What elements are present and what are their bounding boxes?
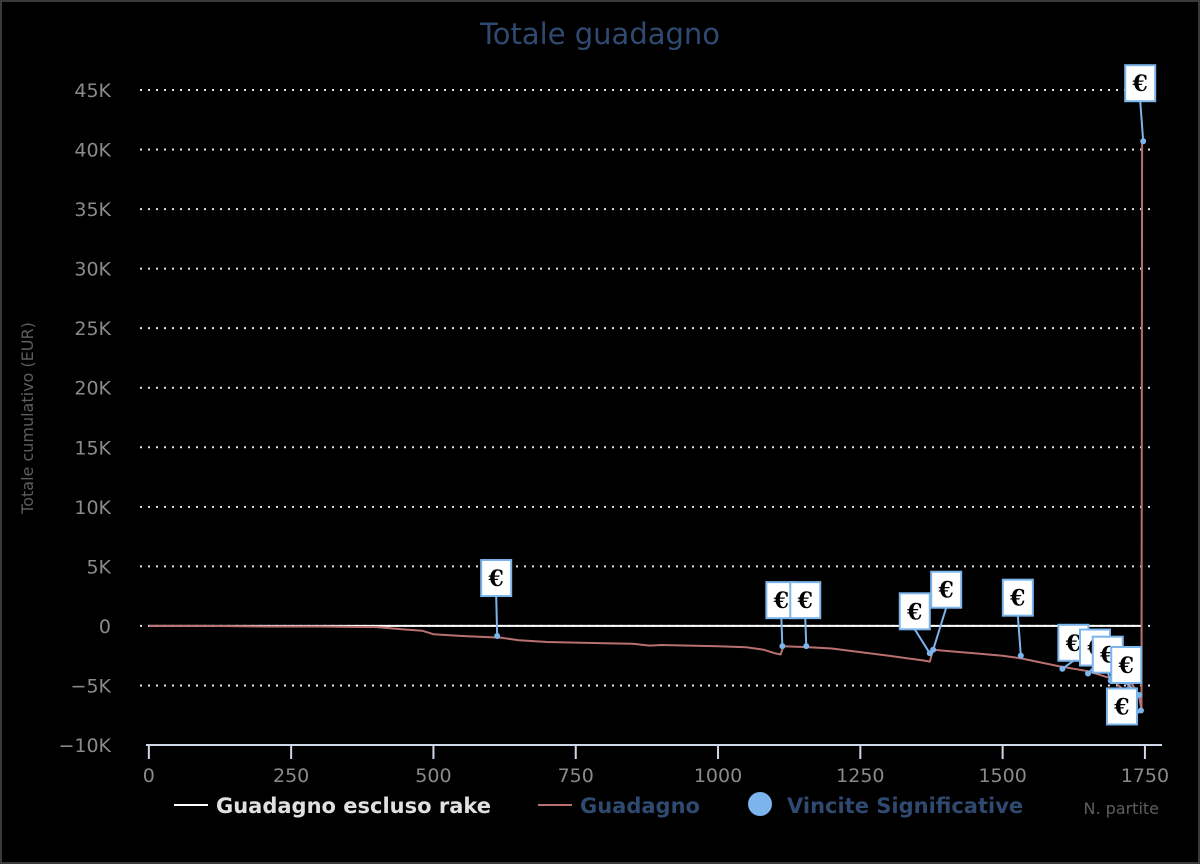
legend-swatch-vincite-significative [748, 792, 772, 816]
x-tick-label: 250 [273, 765, 309, 787]
flag-marker[interactable]: € [789, 581, 822, 650]
legend-label-guadagno: Guadagno [580, 794, 700, 818]
flag-point [1137, 707, 1144, 714]
flag-box [480, 559, 513, 598]
legend-label-guadagno-escluso-rake: Guadagno escluso rake [216, 794, 491, 818]
flag-label: € [488, 566, 504, 592]
flag-point [1085, 670, 1092, 677]
flag-connector [495, 596, 499, 637]
legend-item-guadagno-escluso-rake[interactable]: Guadagno escluso rake [174, 794, 491, 818]
x-tick-label: 500 [415, 765, 451, 787]
flag-marker[interactable]: € [480, 559, 513, 640]
y-tick-label: 10K [74, 497, 111, 519]
chart-title: Totale guadagno [479, 17, 720, 51]
flag-box [1124, 64, 1157, 103]
flag-point [1059, 665, 1066, 672]
flag-label: € [1009, 586, 1025, 612]
y-axis: −10K −5K 0 5K 10K 15K 20K 25K 30K 35K 40K 45K [58, 80, 111, 757]
flag-label: € [1132, 71, 1148, 97]
flag-marker[interactable]: € [930, 570, 963, 653]
legend-item-guadagno[interactable]: Guadagno [538, 794, 700, 818]
flag-label: € [1113, 694, 1129, 720]
flag-marker[interactable]: € [1105, 687, 1144, 726]
x-tick-label: 1500 [978, 765, 1026, 787]
flag-connector [1016, 615, 1022, 656]
y-tick-label: 0 [99, 616, 111, 638]
legend: Guadagno escluso rake Guadagno Vincite S… [174, 792, 1023, 818]
flag-box [1001, 578, 1034, 617]
y-axis-title: Totale cumulativo (EUR) [18, 322, 37, 515]
flag-point [494, 633, 501, 640]
flag-marker[interactable]: € [898, 592, 933, 657]
x-tick-label: 1250 [836, 765, 884, 787]
flags-series: €€€€€€€€€€€€ [480, 64, 1157, 726]
flag-point [1017, 652, 1024, 659]
flag-box [930, 570, 963, 609]
flag-label: € [797, 588, 813, 614]
flag-connector [804, 618, 808, 647]
y-tick-label: −10K [58, 735, 111, 757]
x-tick-label: 750 [558, 765, 594, 787]
x-tick-label: 1000 [694, 765, 742, 787]
flag-box [1105, 687, 1138, 726]
flag-box [1110, 645, 1143, 684]
legend-label-vincite-significative: Vincite Significative [787, 794, 1023, 818]
x-axis: 0 250 500 750 1000 1250 1500 1750 [143, 744, 1169, 787]
flag-label: € [1118, 653, 1134, 679]
y-tick-label: 25K [74, 318, 111, 340]
flag-label: € [1065, 631, 1081, 657]
flag-label: € [938, 578, 954, 604]
y-tick-label: −5K [71, 675, 112, 697]
flag-connector [1139, 101, 1145, 142]
y-tick-label: 5K [86, 556, 111, 578]
flag-box [898, 592, 931, 631]
flag-point [1140, 138, 1147, 145]
flag-label: € [773, 588, 789, 614]
x-tick-label: 0 [143, 765, 155, 787]
flag-box [789, 581, 822, 620]
legend-item-vincite-significative[interactable]: Vincite Significative [748, 792, 1023, 818]
flag-marker[interactable]: € [1124, 64, 1157, 145]
y-tick-label: 30K [74, 259, 111, 281]
flag-point [930, 646, 937, 653]
x-tick-label: 1750 [1121, 765, 1169, 787]
flag-point [803, 643, 810, 650]
y-tick-label: 15K [74, 437, 111, 459]
y-tick-label: 40K [74, 140, 111, 162]
flag-point [779, 643, 786, 650]
flag-label: € [906, 599, 922, 625]
y-tick-label: 20K [74, 378, 111, 400]
y-tick-label: 35K [74, 199, 111, 221]
y-tick-label: 45K [74, 80, 111, 102]
flag-connector [780, 618, 784, 647]
flag-connector [932, 607, 948, 651]
flag-connector [913, 628, 931, 654]
series-line-guadagno [148, 140, 1144, 711]
series-lines [148, 140, 1144, 711]
flag-marker[interactable]: € [1001, 578, 1034, 659]
x-axis-title: N. partite [1083, 799, 1159, 818]
